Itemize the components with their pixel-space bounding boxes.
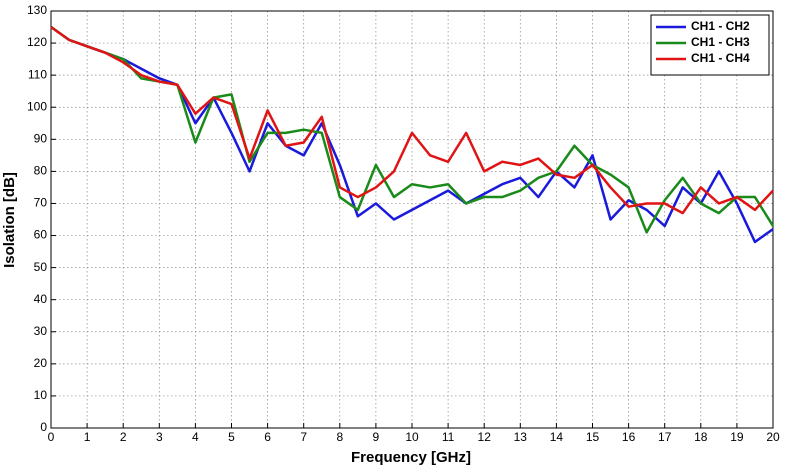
x-tick-label: 19 — [730, 430, 744, 444]
y-axis-title: Isolation [dB] — [1, 172, 18, 268]
x-tick-label: 10 — [405, 430, 419, 444]
x-tick-label: 18 — [694, 430, 708, 444]
y-tick-label: 110 — [28, 67, 47, 81]
x-tick-label: 0 — [48, 430, 55, 444]
y-tick-label: 50 — [34, 260, 48, 274]
y-tick-label: 20 — [34, 356, 48, 370]
y-tick-label: 90 — [34, 131, 48, 145]
x-tick-label: 11 — [442, 430, 455, 444]
y-tick-label: 130 — [27, 3, 47, 17]
y-tick-label: 80 — [34, 164, 48, 178]
x-axis-title: Frequency [GHz] — [351, 449, 471, 466]
x-tick-label: 3 — [156, 430, 163, 444]
x-tick-label: 8 — [336, 430, 343, 444]
x-tick-label: 5 — [228, 430, 235, 444]
legend-label: CH1 - CH4 — [691, 51, 750, 65]
x-tick-label: 16 — [622, 430, 636, 444]
x-tick-label: 2 — [120, 430, 127, 444]
series-line — [50, 26, 774, 215]
y-tick-label: 10 — [34, 388, 48, 402]
plot-frame — [50, 10, 774, 429]
y-tick-label: 100 — [27, 99, 47, 113]
x-tick-label: 17 — [658, 430, 672, 444]
y-tick-label: 40 — [34, 292, 48, 306]
x-tick-label: 4 — [192, 430, 199, 444]
legend-label: CH1 - CH3 — [691, 35, 750, 49]
x-tick-label: 1 — [84, 430, 91, 444]
y-tick-label: 30 — [34, 324, 48, 338]
x-tick-label: 15 — [586, 430, 600, 444]
x-tick-label: 6 — [264, 430, 271, 444]
x-tick-label: 14 — [550, 430, 564, 444]
legend-box — [650, 14, 770, 76]
x-tick-label: 12 — [478, 430, 492, 444]
x-tick-label: 9 — [373, 430, 380, 444]
y-tick-label: 70 — [34, 196, 48, 210]
y-tick-label: 0 — [40, 420, 47, 434]
y-tick-label: 120 — [27, 35, 47, 49]
y-tick-label: 60 — [34, 228, 48, 242]
x-tick-label: 7 — [300, 430, 307, 444]
x-tick-label: 20 — [766, 430, 780, 444]
legend-label: CH1 - CH2 — [691, 19, 750, 33]
x-tick-label: 13 — [514, 430, 528, 444]
